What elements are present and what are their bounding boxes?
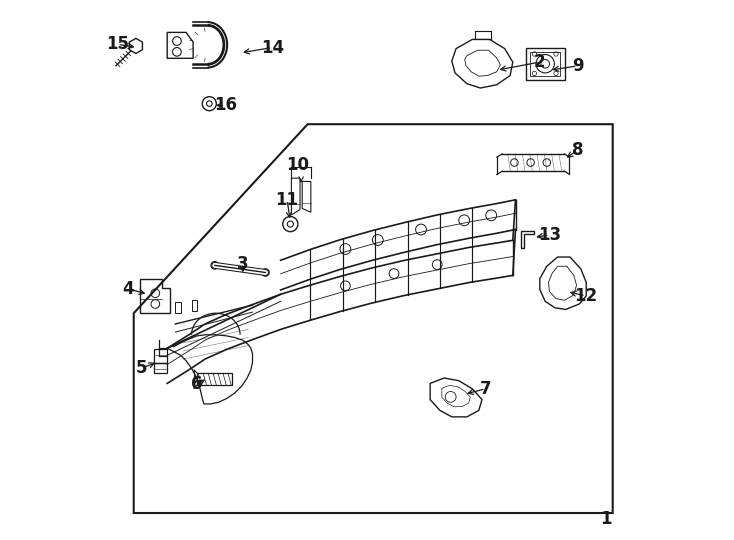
Text: 12: 12: [574, 287, 597, 305]
Circle shape: [262, 269, 269, 276]
Text: 15: 15: [106, 35, 129, 53]
Text: 5: 5: [136, 359, 147, 377]
Text: 1: 1: [600, 510, 611, 529]
Text: 11: 11: [275, 191, 299, 209]
Text: 4: 4: [123, 280, 134, 298]
Text: 2: 2: [534, 53, 545, 71]
Text: 14: 14: [261, 38, 284, 57]
Text: 10: 10: [286, 156, 309, 174]
Text: 7: 7: [480, 380, 492, 398]
Text: 9: 9: [572, 57, 584, 75]
Text: 16: 16: [214, 96, 237, 114]
Text: 8: 8: [572, 141, 584, 159]
Circle shape: [211, 261, 219, 269]
Text: 3: 3: [237, 254, 249, 273]
Text: 13: 13: [538, 226, 561, 244]
Text: 6: 6: [191, 375, 203, 394]
